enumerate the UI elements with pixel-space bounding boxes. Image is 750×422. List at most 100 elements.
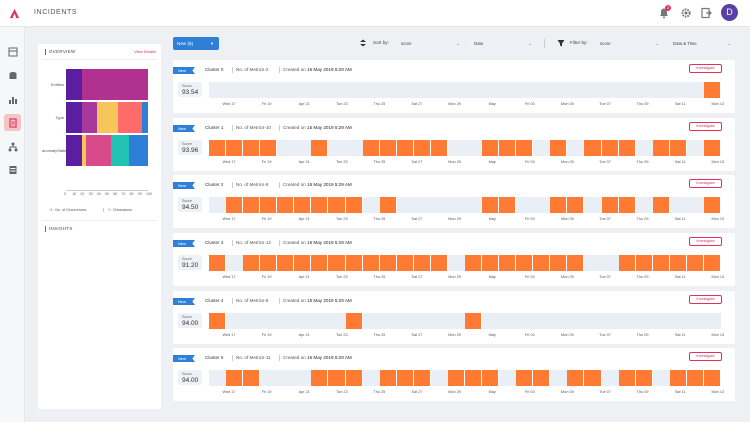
timeline-event-block[interactable] [567,197,585,213]
investigate-button[interactable]: Investigate [689,295,722,304]
timeline-event-block[interactable] [328,255,346,271]
timeline-event-block[interactable] [209,140,227,156]
timeline-event-block[interactable] [396,140,414,156]
bar-segment[interactable] [82,102,98,133]
investigate-button[interactable]: Investigate [689,122,722,131]
investigate-button[interactable]: Investigate [689,179,722,188]
timeline-event-block[interactable] [652,197,670,213]
cluster-name[interactable]: Cluster 0 [205,67,224,72]
timeline-event-block[interactable] [345,370,363,386]
bar-segment[interactable] [86,135,112,166]
timeline-event-block[interactable] [635,255,653,271]
gear-icon[interactable] [680,7,692,19]
hierarchy-icon[interactable] [4,138,21,155]
timeline-event-block[interactable] [430,140,448,156]
timeline-event-block[interactable] [567,370,585,386]
timeline-event-block[interactable] [669,255,687,271]
cluster-name[interactable]: Cluster 4 [205,298,224,303]
bar-segment[interactable] [66,69,83,100]
export-icon[interactable] [700,7,712,19]
cluster-card[interactable]: New Cluster 3 No. of Metrics-12 Created on … [173,233,735,286]
timeline-event-block[interactable] [379,140,397,156]
bar-segment[interactable] [82,135,87,166]
timeline-event-block[interactable] [260,197,278,213]
timeline-event-block[interactable] [243,370,261,386]
timeline-event-block[interactable] [703,140,721,156]
timeline-event-block[interactable] [294,255,312,271]
app-logo[interactable] [8,7,21,20]
timeline-event-block[interactable] [669,370,687,386]
timeline-event-block[interactable] [345,313,363,329]
timeline-event-block[interactable] [703,255,721,271]
stacked-bar[interactable] [66,69,148,100]
timeline-event-block[interactable] [703,82,721,98]
filter-range-select[interactable]: Data & Time ⌄ [669,37,735,50]
timeline-event-block[interactable] [294,197,312,213]
bar-segment[interactable] [117,102,143,133]
bar-chart-icon[interactable] [4,91,21,108]
cluster-name[interactable]: Cluster 2 [205,182,224,187]
timeline-event-block[interactable] [652,140,670,156]
timeline-event-block[interactable] [584,140,602,156]
list-icon[interactable] [4,161,21,178]
timeline-event-block[interactable] [618,370,636,386]
timeline-event-block[interactable] [243,255,261,271]
timeline-event-block[interactable] [482,370,500,386]
timeline-event-block[interactable] [550,140,568,156]
timeline-event-block[interactable] [516,140,534,156]
timeline-event-block[interactable] [533,370,551,386]
timeline-event-block[interactable] [516,255,534,271]
timeline-event-block[interactable] [703,197,721,213]
timeline-event-block[interactable] [618,197,636,213]
timeline-event-block[interactable] [567,255,585,271]
investigate-button[interactable]: Investigate [689,237,722,246]
cluster-name[interactable]: Cluster 1 [205,125,224,130]
bar-segment[interactable] [66,135,83,166]
timeline-event-block[interactable] [226,370,244,386]
timeline-event-block[interactable] [482,140,500,156]
incident-timeline[interactable] [209,370,721,386]
timeline-event-block[interactable] [465,370,483,386]
timeline-event-block[interactable] [243,140,261,156]
incident-timeline[interactable] [209,255,721,271]
timeline-event-block[interactable] [362,255,380,271]
timeline-event-block[interactable] [635,370,653,386]
timeline-event-block[interactable] [396,370,414,386]
timeline-event-block[interactable] [550,255,568,271]
timeline-event-block[interactable] [311,370,329,386]
incident-timeline[interactable] [209,140,721,156]
timeline-event-block[interactable] [260,255,278,271]
cluster-name[interactable]: Cluster 5 [205,355,224,360]
timeline-event-block[interactable] [413,140,431,156]
timeline-event-block[interactable] [482,197,500,213]
database-icon[interactable] [4,67,21,84]
filter-field-select[interactable]: score ⌄ [596,37,663,50]
timeline-event-block[interactable] [652,255,670,271]
timeline-event-block[interactable] [413,255,431,271]
view-details-link[interactable]: View Details [134,49,156,54]
new-filter-button[interactable]: New (6) ▼ [173,37,219,50]
timeline-event-block[interactable] [516,370,534,386]
timeline-event-block[interactable] [362,140,380,156]
bar-segment[interactable] [111,135,130,166]
timeline-event-block[interactable] [328,370,346,386]
timeline-event-block[interactable] [209,313,227,329]
timeline-event-block[interactable] [618,255,636,271]
timeline-event-block[interactable] [311,140,329,156]
incidents-icon[interactable] [4,114,21,131]
timeline-event-block[interactable] [447,370,465,386]
bar-segment[interactable] [82,69,148,100]
timeline-event-block[interactable] [328,197,346,213]
timeline-event-block[interactable] [226,140,244,156]
incident-timeline[interactable] [209,313,721,329]
timeline-event-block[interactable] [413,370,431,386]
cluster-card[interactable]: New Cluster 0 No. of Metrics-2 Created on 1… [173,60,735,113]
investigate-button[interactable]: Investigate [689,352,722,361]
timeline-event-block[interactable] [243,197,261,213]
stacked-bar[interactable] [66,102,148,133]
timeline-event-block[interactable] [311,255,329,271]
timeline-event-block[interactable] [311,197,329,213]
investigate-button[interactable]: Investigate [689,64,722,73]
timeline-event-block[interactable] [260,140,278,156]
sort-field-select[interactable]: score ⌄ [397,37,464,50]
